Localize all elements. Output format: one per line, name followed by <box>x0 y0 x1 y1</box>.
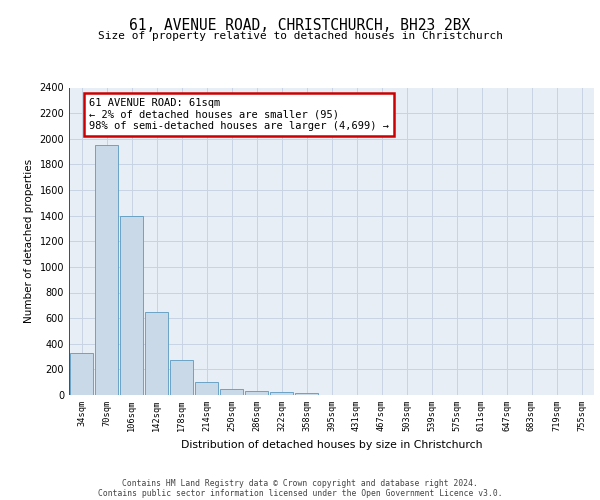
Bar <box>70 354 94 395</box>
Text: 61, AVENUE ROAD, CHRISTCHURCH, BH23 2BX: 61, AVENUE ROAD, CHRISTCHURCH, BH23 2BX <box>130 18 470 32</box>
X-axis label: Distribution of detached houses by size in Christchurch: Distribution of detached houses by size … <box>181 440 482 450</box>
Bar <box>119 216 143 395</box>
Bar <box>245 390 268 395</box>
Bar <box>269 392 293 395</box>
Text: Size of property relative to detached houses in Christchurch: Size of property relative to detached ho… <box>97 31 503 41</box>
Bar <box>95 145 118 395</box>
Y-axis label: Number of detached properties: Number of detached properties <box>24 159 34 324</box>
Text: 61 AVENUE ROAD: 61sqm
← 2% of detached houses are smaller (95)
98% of semi-detac: 61 AVENUE ROAD: 61sqm ← 2% of detached h… <box>89 98 389 131</box>
Bar <box>220 389 244 395</box>
Bar <box>145 312 169 395</box>
Text: Contains HM Land Registry data © Crown copyright and database right 2024.: Contains HM Land Registry data © Crown c… <box>122 478 478 488</box>
Bar <box>194 382 218 395</box>
Bar <box>295 393 319 395</box>
Text: Contains public sector information licensed under the Open Government Licence v3: Contains public sector information licen… <box>98 488 502 498</box>
Bar <box>170 360 193 395</box>
